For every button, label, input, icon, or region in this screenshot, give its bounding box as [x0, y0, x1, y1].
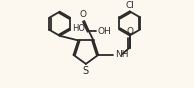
Text: S: S — [83, 66, 89, 76]
Text: O: O — [80, 10, 87, 19]
Text: HO: HO — [72, 24, 85, 33]
Text: Cl: Cl — [125, 1, 134, 10]
Text: OH: OH — [97, 27, 111, 36]
Text: NH: NH — [115, 50, 128, 59]
Text: O: O — [126, 27, 133, 36]
